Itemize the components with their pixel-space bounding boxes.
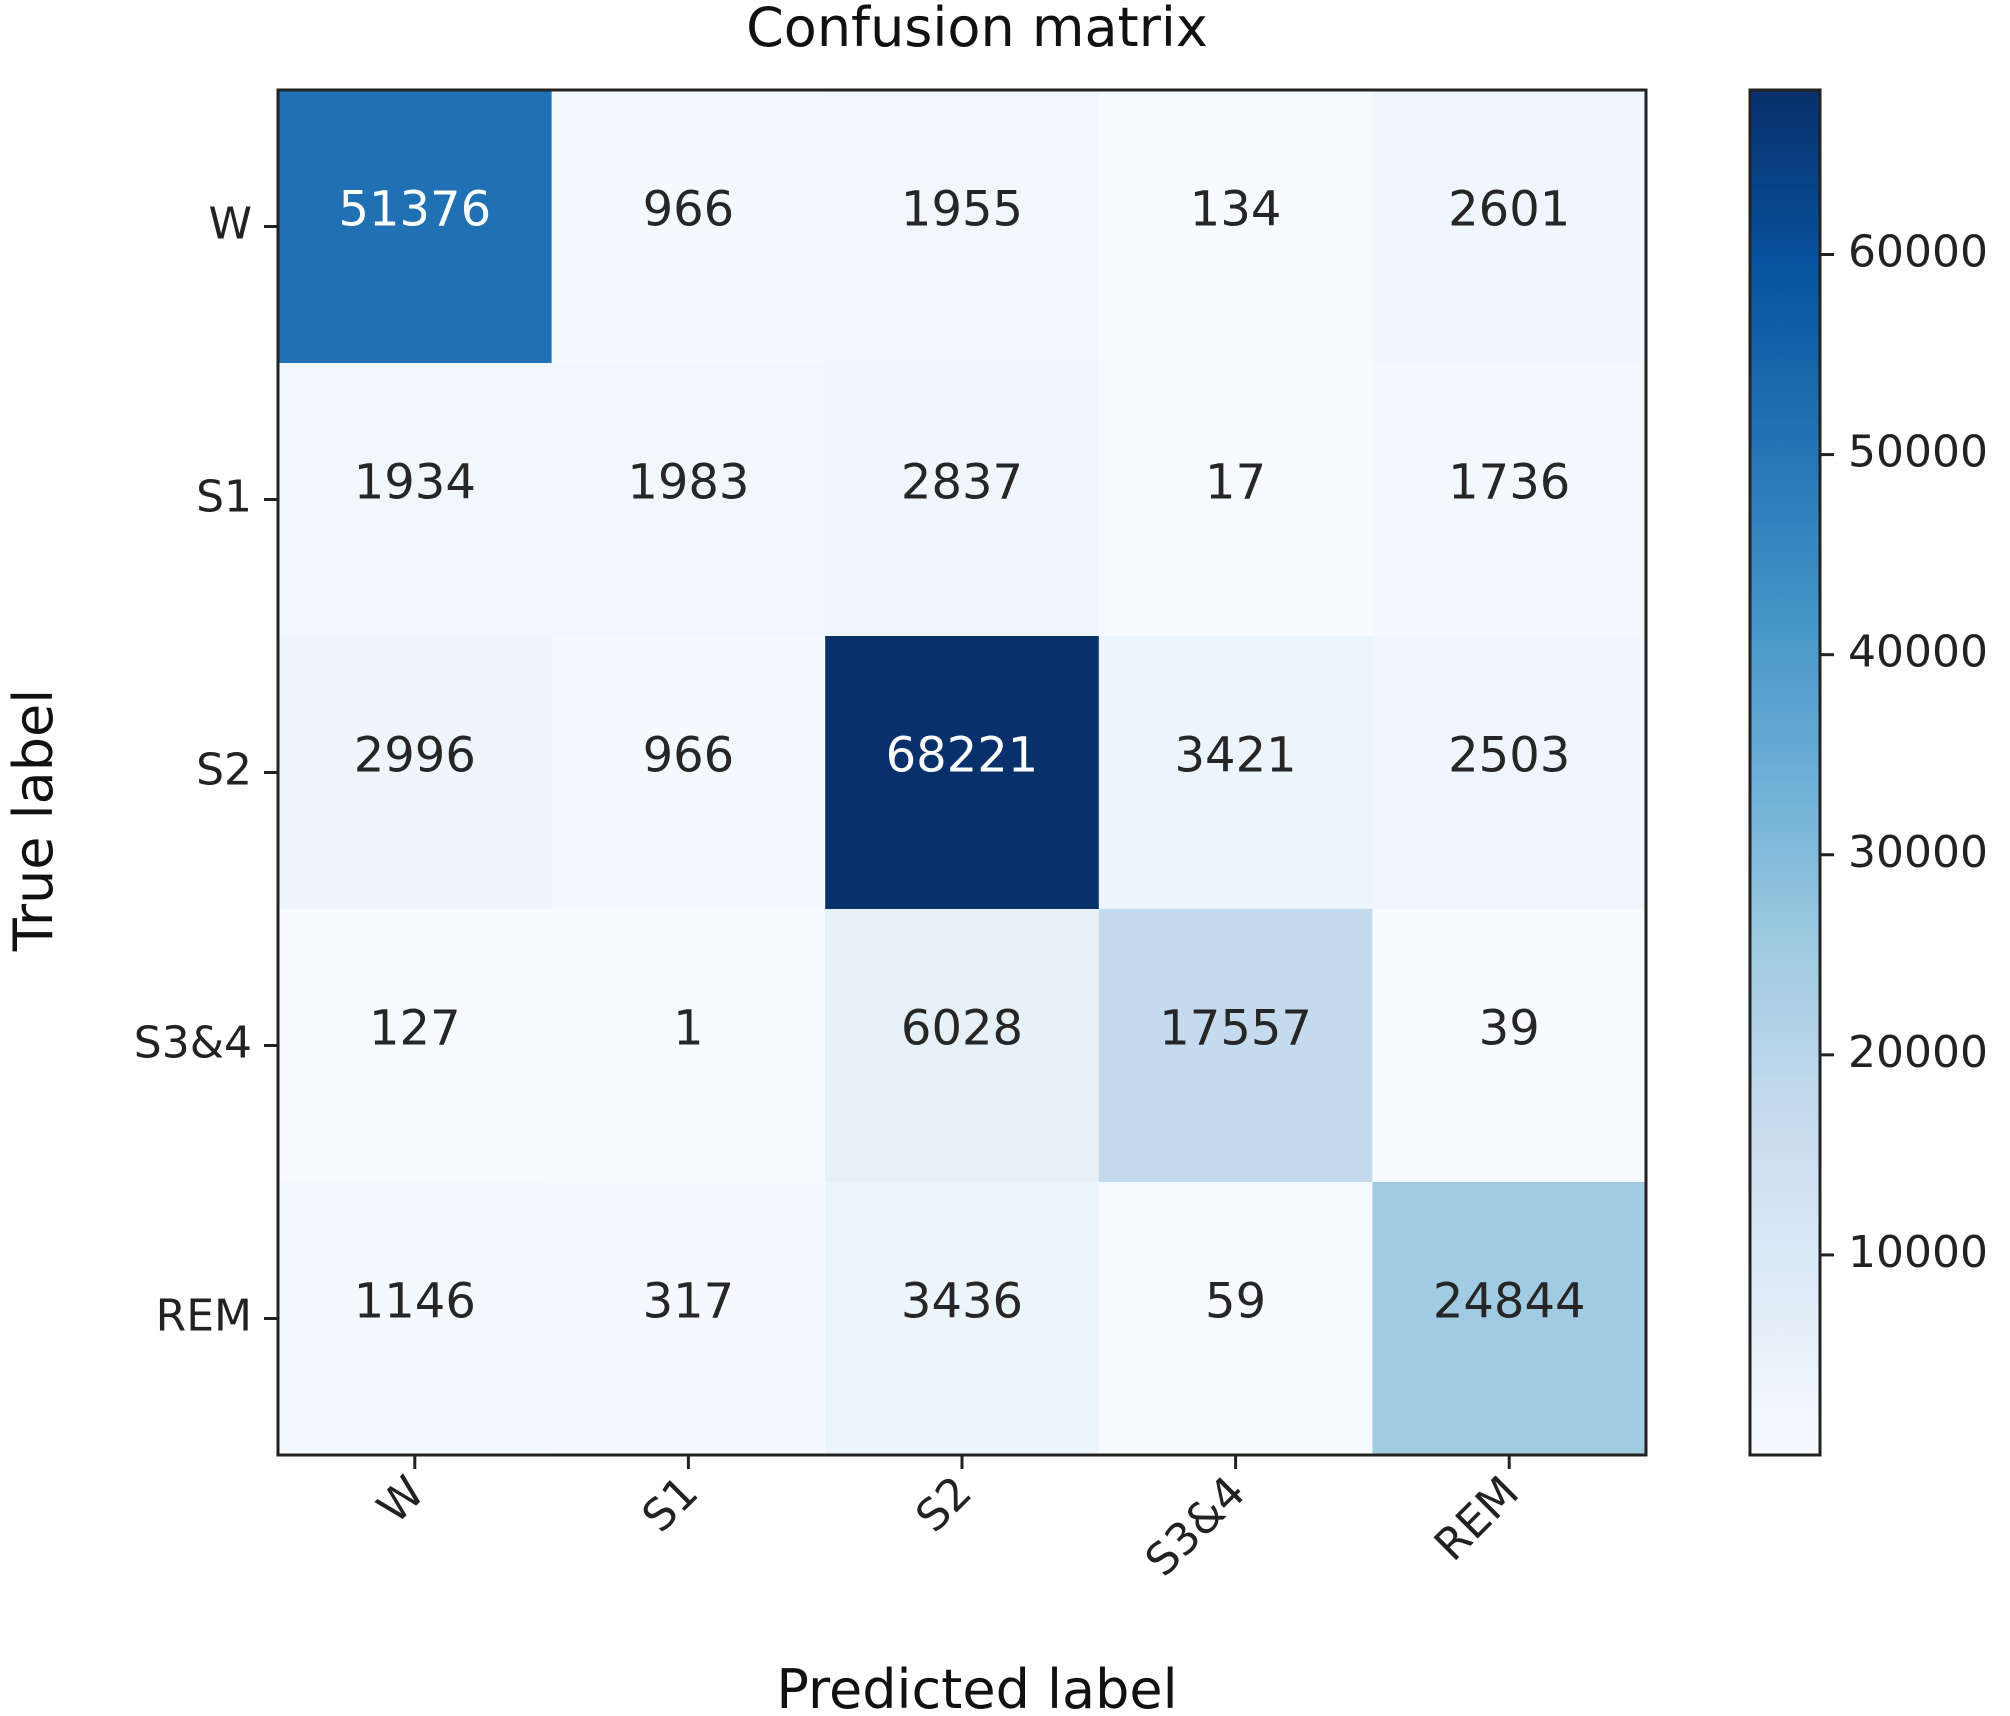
heatmap-cells: [278, 90, 1647, 1456]
x-tick-label: S1: [633, 1467, 709, 1543]
colorbar-ticks: 10000 20000 30000 40000 50000 60000: [1820, 226, 1988, 1278]
heatmap-cell: [1098, 1182, 1373, 1456]
colorbar-tick-label: 10000: [1848, 1227, 1988, 1278]
colorbar: [1748, 88, 1822, 1457]
x-tick-label: S3&4: [1136, 1467, 1256, 1587]
cell-value-label: 1934: [354, 455, 476, 511]
cell-value-label: 6028: [901, 1001, 1023, 1057]
cell-value-label: 1955: [901, 182, 1023, 238]
y-tick-label: S1: [196, 472, 252, 523]
chart-title: Confusion matrix: [746, 0, 1208, 59]
heatmap-cell: [825, 363, 1100, 637]
y-tick-label: W: [208, 199, 252, 250]
heatmap-cell: [278, 363, 553, 637]
heatmap-cell: [825, 636, 1100, 910]
heatmap-cell: [825, 909, 1100, 1183]
heatmap-cell: [825, 1182, 1100, 1456]
x-tick-label: W: [368, 1467, 435, 1534]
heatmap-cell: [1098, 909, 1373, 1183]
heatmap-cell-labels: 51376 966 1955 134 2601 1934 1983 2837 17 1736 299…: [338, 182, 1585, 1330]
cell-value-label: 24844: [1433, 1274, 1586, 1330]
cell-value-label: 2996: [354, 728, 476, 784]
cell-value-label: 966: [643, 182, 735, 238]
heatmap-cell: [1098, 363, 1373, 637]
heatmap-cell: [551, 1182, 826, 1456]
heatmap-cell: [551, 636, 826, 910]
cell-value-label: 2601: [1448, 182, 1570, 238]
cell-value-label: 1736: [1448, 455, 1570, 511]
heatmap-cell: [1098, 636, 1373, 910]
heatmap-cell: [1372, 909, 1647, 1183]
heatmap-cell: [551, 363, 826, 637]
x-tick-label: S2: [906, 1467, 982, 1543]
heatmap-cell: [825, 90, 1100, 364]
x-axis-label: Predicted label: [776, 1658, 1177, 1716]
cell-value-label: 134: [1190, 182, 1282, 238]
heatmap-cell: [551, 909, 826, 1183]
cell-value-label: 1983: [627, 455, 749, 511]
y-axis-ticks: W S1 S2 S3&4 REM: [134, 199, 278, 1342]
cell-value-label: 68221: [886, 728, 1039, 784]
colorbar-tick-label: 40000: [1848, 627, 1988, 678]
colorbar-tick-label: 20000: [1848, 1027, 1988, 1078]
heatmap-cell: [278, 636, 553, 910]
cell-value-label: 1: [673, 1001, 704, 1057]
cell-value-label: 2503: [1448, 728, 1570, 784]
colorbar-tick-label: 60000: [1848, 226, 1988, 277]
heatmap-cell: [1098, 90, 1373, 364]
cell-value-label: 317: [643, 1274, 735, 1330]
cell-value-label: 3436: [901, 1274, 1023, 1330]
x-tick-label: REM: [1425, 1467, 1529, 1571]
x-axis-ticks: W S1 S2 S3&4 REM: [368, 1455, 1529, 1586]
y-tick-label: S3&4: [134, 1018, 252, 1069]
cell-value-label: 127: [369, 1001, 461, 1057]
cell-value-label: 51376: [338, 182, 491, 238]
cell-value-label: 2837: [901, 455, 1023, 511]
cell-value-label: 1146: [354, 1274, 476, 1330]
y-tick-label: REM: [156, 1291, 252, 1342]
cell-value-label: 966: [643, 728, 735, 784]
heatmap-cell: [278, 909, 553, 1183]
heatmap-cell: [1372, 363, 1647, 637]
cell-value-label: 3421: [1175, 728, 1297, 784]
cell-value-label: 59: [1205, 1274, 1266, 1330]
heatmap-cell: [1372, 636, 1647, 910]
y-axis-label: True label: [2, 689, 65, 952]
cell-value-label: 17: [1205, 455, 1266, 511]
y-tick-label: S2: [196, 745, 252, 796]
heatmap-cell: [551, 90, 826, 364]
cell-value-label: 17557: [1159, 1001, 1312, 1057]
cell-value-label: 39: [1479, 1001, 1540, 1057]
colorbar-tick-label: 50000: [1848, 427, 1988, 478]
heatmap-cell: [278, 1182, 553, 1456]
heatmap-cell: [278, 90, 553, 364]
heatmap-cell: [1372, 90, 1647, 364]
heatmap-cell: [1372, 1182, 1647, 1456]
colorbar-tick-label: 30000: [1848, 827, 1988, 878]
